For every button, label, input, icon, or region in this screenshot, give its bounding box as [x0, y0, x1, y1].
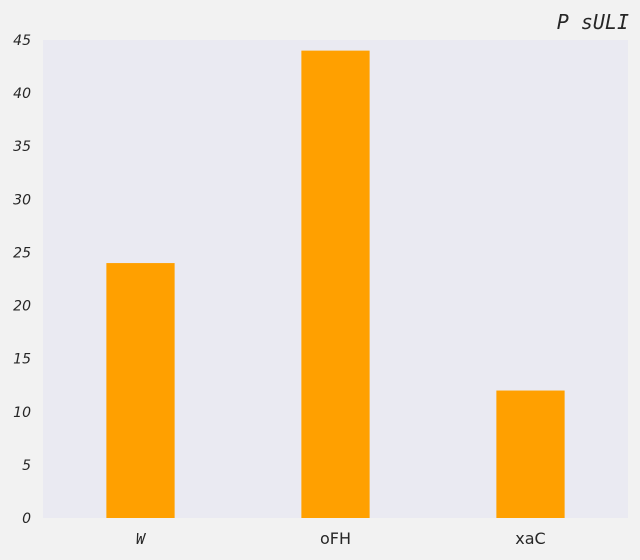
- y-axis-ticks: 0 5 10 15 20 25 30 35 40 45: [13, 33, 31, 527]
- bar-w: [106, 263, 175, 518]
- y-tick-label: 20: [13, 299, 31, 315]
- y-tick-label: 0: [22, 511, 31, 527]
- bars-group: [106, 50, 565, 518]
- chart-title: P sULI: [557, 10, 629, 34]
- x-tick-label: xaC: [515, 529, 545, 548]
- x-tick-label: W: [136, 530, 147, 548]
- y-tick-label: 40: [13, 86, 31, 102]
- y-tick-label: 45: [13, 33, 31, 49]
- y-tick-label: 30: [13, 192, 31, 208]
- y-tick-label: 35: [13, 139, 31, 155]
- y-tick-label: 25: [13, 245, 31, 261]
- bar-ofh: [301, 50, 370, 518]
- y-tick-label: 5: [22, 458, 31, 474]
- y-tick-label: 10: [13, 405, 31, 421]
- y-tick-label: 15: [13, 352, 31, 368]
- bar-xac: [496, 390, 565, 518]
- x-tick-label: oFH: [320, 529, 351, 548]
